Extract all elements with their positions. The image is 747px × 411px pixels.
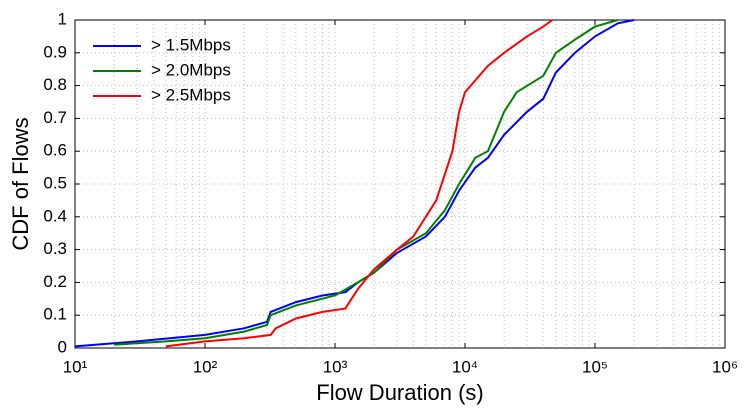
- y-tick-label: 0.8: [43, 75, 67, 94]
- x-tick-label: 10³: [323, 357, 348, 376]
- data-line: [74, 19, 635, 348]
- x-axis-label: Flow Duration (s): [316, 380, 483, 405]
- y-tick-label: 0.6: [43, 141, 67, 160]
- data-line: [114, 19, 619, 346]
- y-tick-label: 0.5: [43, 173, 67, 192]
- legend-text: > 2.5Mbps: [151, 85, 231, 104]
- y-tick-label: 0.2: [43, 272, 67, 291]
- y-tick-label: 0.1: [43, 305, 67, 324]
- x-tick-label: 10¹: [63, 357, 88, 376]
- y-tick-label: 0.3: [43, 239, 67, 258]
- x-tick-label: 10⁵: [582, 357, 608, 376]
- y-tick-label: 1: [58, 9, 67, 28]
- legend-text: > 2.0Mbps: [151, 60, 231, 79]
- data-line: [165, 19, 553, 348]
- x-tick-label: 10⁴: [452, 357, 478, 376]
- y-tick-label: 0: [58, 337, 67, 356]
- y-tick-label: 0.7: [43, 108, 67, 127]
- x-tick-label: 10⁶: [712, 357, 738, 376]
- y-axis-label: CDF of Flows: [8, 117, 33, 250]
- y-tick-label: 0.9: [43, 42, 67, 61]
- plot-frame: [74, 19, 726, 349]
- y-tick-label: 0.4: [43, 206, 67, 225]
- legend-text: > 1.5Mbps: [151, 35, 231, 54]
- x-tick-label: 10²: [193, 357, 218, 376]
